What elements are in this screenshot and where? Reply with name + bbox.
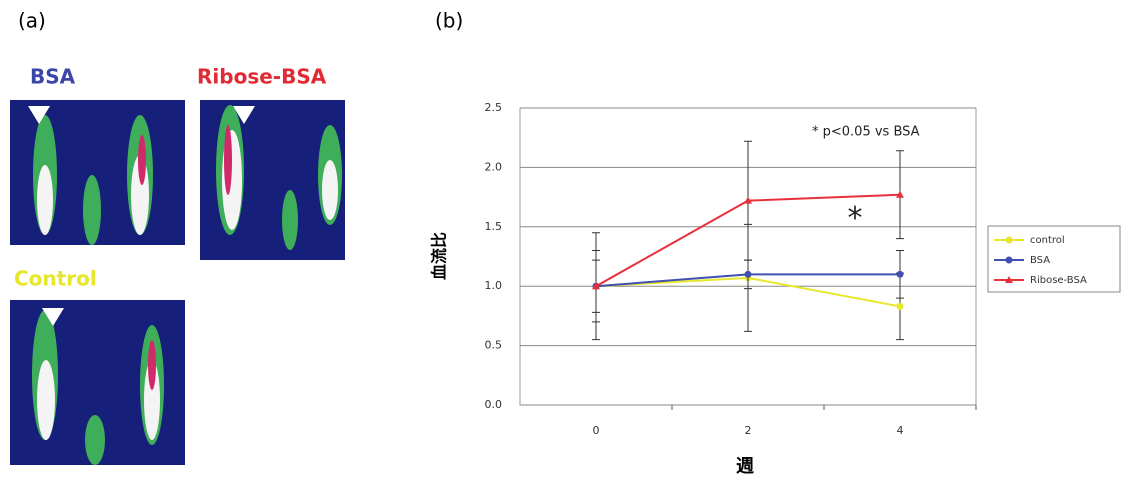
figure: (a) BSA Ribose-BSA Control (b) * p<0.05 …	[0, 0, 1127, 481]
marker	[745, 271, 752, 278]
marker	[897, 303, 904, 310]
image-label: BSA	[30, 65, 76, 89]
y-tick-label: 0.5	[485, 339, 503, 352]
image-label: Control	[14, 267, 97, 291]
x-tick-label: 0	[593, 424, 600, 437]
panel-label: (a)	[18, 9, 46, 33]
legend-label: control	[1030, 235, 1065, 246]
image-ribose	[200, 100, 345, 260]
marker	[1006, 257, 1013, 264]
y-tick-label: 2.5	[485, 101, 503, 114]
x-tick-label: 4	[897, 424, 904, 437]
panel-label: (b)	[435, 9, 463, 33]
image-label: Ribose-BSA	[197, 65, 327, 89]
y-tick-label: 0.0	[485, 398, 503, 411]
image-bsa	[10, 100, 185, 245]
annotation: * p<0.05 vs BSA	[812, 125, 920, 140]
image-control	[10, 300, 185, 465]
x-tick-label: 2	[745, 424, 752, 437]
y-tick-label: 2.0	[485, 160, 503, 173]
x-axis-label: 週	[736, 456, 754, 477]
y-tick-label: 1.0	[485, 279, 503, 292]
legend-label: Ribose-BSA	[1030, 275, 1087, 286]
marker-annotation: *	[848, 201, 863, 236]
legend-label: BSA	[1030, 255, 1050, 266]
y-tick-label: 1.5	[485, 220, 503, 233]
marker	[1006, 237, 1013, 244]
y-axis-label: 血流比	[430, 232, 449, 280]
marker	[897, 271, 904, 278]
